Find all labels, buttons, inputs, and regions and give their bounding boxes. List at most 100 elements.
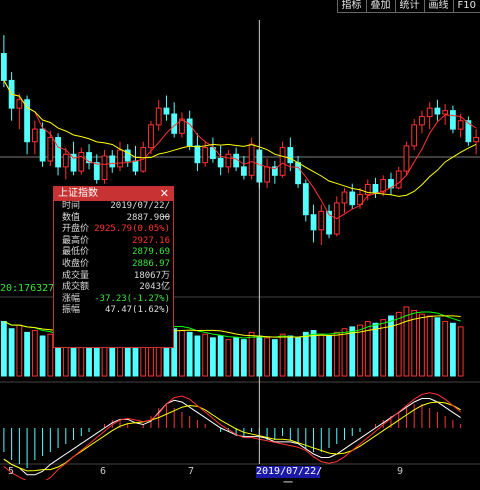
candle — [271, 166, 278, 176]
cursor-date-tag: 2019/07/22/一 — [256, 466, 323, 489]
candle — [31, 128, 38, 143]
candle — [450, 110, 456, 130]
info-row: 最高价 2927.16 — [54, 236, 173, 248]
volume-bar — [372, 322, 379, 377]
info-value: -37.23(-1.27%) — [94, 293, 170, 304]
candle — [457, 120, 464, 130]
volume-bar — [380, 319, 387, 377]
info-row: 数值 2887.900 — [54, 213, 173, 225]
volume-bar — [411, 310, 418, 377]
candle — [302, 183, 309, 216]
draw-line-button[interactable]: 画线 — [423, 0, 453, 13]
info-key: 收盘价 — [62, 258, 90, 269]
info-row: 成交额 2043亿 — [54, 282, 173, 294]
volume-bar — [349, 326, 356, 377]
info-key: 最高价 — [62, 235, 90, 246]
candle — [411, 124, 418, 147]
info-key: 涨幅 — [62, 293, 81, 304]
volume-bar — [287, 335, 294, 377]
volume-bar — [8, 328, 15, 377]
info-value: 2927.16 — [132, 235, 170, 246]
overlay-button[interactable]: 叠加 — [365, 0, 395, 13]
candle — [395, 170, 402, 189]
candle — [148, 124, 154, 149]
macd-dif-line — [3, 398, 461, 476]
x-tick: 5 — [8, 466, 15, 477]
volume-bar — [0, 320, 7, 377]
volume-bar — [171, 328, 178, 377]
info-row: 时间 2019/07/22/一 — [54, 201, 173, 223]
candle — [442, 110, 449, 115]
volume-bar — [457, 326, 464, 377]
candle — [163, 107, 170, 115]
candle — [473, 137, 480, 143]
candle — [287, 147, 294, 164]
info-row: 开盘价 2925.79(0.05%) — [54, 224, 173, 236]
close-icon[interactable]: ✕ — [159, 187, 169, 200]
info-rows: 时间 2019/07/22/一 数值 2887.900 开盘价 2925.79(0.05%… — [54, 201, 173, 317]
info-key: 数值 — [62, 212, 81, 223]
candle — [434, 107, 441, 115]
volume-bar — [31, 330, 38, 377]
candle — [62, 153, 69, 168]
info-value: 2019/07/22/一 — [110, 201, 170, 223]
info-value: 2925.79(0.05%) — [94, 224, 170, 235]
candle — [210, 147, 216, 159]
info-key: 成交额 — [62, 282, 90, 293]
info-row: 振幅 47.47(1.62%) — [54, 305, 173, 317]
volume-bar — [333, 331, 340, 377]
volume-bar — [217, 335, 224, 377]
info-key: 时间 — [62, 201, 81, 211]
candle — [78, 152, 85, 172]
info-key: 开盘价 — [62, 224, 90, 235]
candle — [93, 162, 100, 180]
volume-bar — [16, 324, 23, 377]
candle — [155, 107, 162, 126]
info-row: 收盘价 2886.97 — [54, 259, 173, 271]
x-tick: 6 — [100, 466, 107, 477]
candle — [124, 149, 131, 162]
candle — [465, 120, 472, 143]
f10-button[interactable]: F10 — [452, 0, 480, 13]
info-panel[interactable]: 上证指数 ✕ 时间 2019/07/22/一 数值 2887.900 开盘价 2925.7… — [53, 186, 174, 348]
candle — [279, 147, 286, 176]
macd-signal-line — [3, 392, 461, 480]
candle — [318, 210, 325, 231]
candle — [403, 145, 410, 172]
candle — [171, 113, 178, 134]
info-key: 成交量 — [62, 270, 90, 281]
volume-bar — [434, 317, 441, 377]
candle — [240, 166, 247, 176]
volume-bar — [341, 328, 348, 377]
candle — [0, 53, 7, 81]
candle — [264, 166, 270, 183]
volume-bar — [271, 339, 278, 377]
candle — [16, 99, 23, 109]
info-value: 2879.69 — [132, 247, 170, 258]
candle — [380, 178, 387, 193]
candle — [364, 184, 371, 196]
x-tick: 7 — [188, 466, 195, 477]
volume-bar — [302, 331, 309, 377]
volume-bar — [426, 315, 433, 377]
info-value: 18067万 — [133, 270, 170, 281]
info-value: 47.47(1.62%) — [104, 305, 170, 316]
candle — [179, 118, 185, 134]
info-row: 最低价 2879.69 — [54, 247, 173, 259]
stock-chart[interactable] — [0, 0, 480, 480]
candle — [310, 214, 317, 231]
info-panel-header[interactable]: 上证指数 ✕ — [54, 187, 173, 201]
volume-bar — [442, 320, 449, 377]
volume-bar — [450, 322, 456, 377]
statistics-button[interactable]: 统计 — [394, 0, 424, 13]
candle — [217, 157, 224, 168]
indicator-button[interactable]: 指标 — [336, 0, 366, 13]
volume-bar — [419, 313, 425, 377]
candle — [117, 149, 123, 168]
candle — [101, 155, 108, 180]
volume-bar — [240, 339, 247, 377]
volume-bar — [39, 335, 46, 377]
volume-bar — [233, 337, 240, 377]
volume-bar — [364, 320, 371, 377]
candle — [39, 128, 46, 162]
